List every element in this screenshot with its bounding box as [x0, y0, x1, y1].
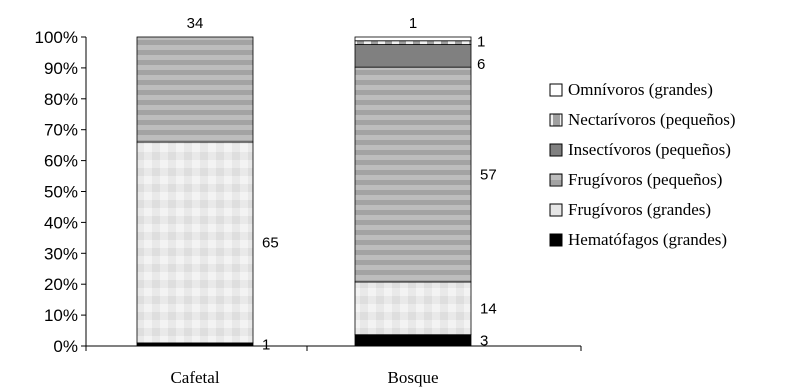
legend-swatch	[549, 113, 563, 127]
y-tick-label: 50%	[44, 183, 78, 202]
y-tick-label: 90%	[44, 59, 78, 78]
data-label: 1	[262, 336, 270, 353]
data-label: 1	[477, 34, 485, 51]
data-labels: 1 65 34 3 14 57 6 1 1	[187, 15, 497, 353]
y-tick-label: 20%	[44, 275, 78, 294]
data-label: 1	[409, 15, 417, 32]
y-tick-label: 70%	[44, 121, 78, 140]
bar-segment	[354, 44, 472, 68]
bar-segment	[136, 141, 254, 344]
y-tick-label: 100%	[35, 28, 78, 47]
legend-swatch	[549, 203, 563, 217]
data-label: 14	[480, 300, 497, 317]
legend-swatch	[549, 83, 563, 97]
y-tick-label: 80%	[44, 90, 78, 109]
y-tick-label: 60%	[44, 152, 78, 171]
bar-segment	[354, 334, 472, 347]
data-label: 3	[480, 332, 488, 349]
legend-swatch	[549, 143, 563, 157]
legend-label: Insectívoros (pequeños)	[568, 140, 731, 159]
bar-segment	[354, 36, 472, 42]
bar-segment	[354, 66, 472, 283]
y-tick-label: 10%	[44, 306, 78, 325]
x-category-label: Bosque	[388, 368, 439, 387]
bar-segment	[136, 36, 254, 143]
x-category-label: Cafetal	[170, 368, 219, 387]
legend-label: Omnívoros (grandes)	[568, 80, 713, 99]
legend-label: Nectarívoros (pequeños)	[568, 110, 736, 129]
legend-label: Hematófagos (grandes)	[568, 230, 727, 249]
legend-swatch	[549, 233, 563, 247]
y-tick-label: 40%	[44, 213, 78, 232]
bar-segment	[354, 40, 472, 45]
data-label: 65	[262, 234, 279, 251]
data-label: 57	[480, 167, 497, 184]
data-label: 34	[187, 15, 204, 32]
legend-swatch	[549, 173, 563, 187]
legend: Omnívoros (grandes) Nectarívoros (pequeño…	[549, 80, 736, 249]
legend-label: Frugívoros (pequeños)	[568, 170, 722, 189]
data-label: 6	[477, 56, 485, 73]
y-tick-label: 0%	[53, 337, 78, 356]
bar-segment	[354, 281, 472, 336]
y-axis: 0% 10% 20% 30% 40% 50% 60% 70% 80% 90% 100% Cafetal…	[35, 28, 582, 387]
legend-label: Frugívoros (grandes)	[568, 200, 711, 219]
bar-segment	[136, 342, 254, 347]
y-tick-label: 30%	[44, 244, 78, 263]
bars	[136, 36, 472, 347]
